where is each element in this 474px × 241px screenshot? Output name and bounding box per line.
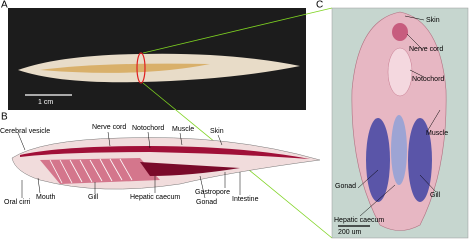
label: Gastropore xyxy=(195,189,230,196)
label: Notochord xyxy=(132,125,164,132)
gill-region xyxy=(391,115,407,185)
leader-lines xyxy=(357,15,441,217)
gill-bars xyxy=(49,158,133,184)
nerve-cord xyxy=(392,23,408,41)
label: Gill xyxy=(88,194,99,201)
label: Muscle xyxy=(172,126,194,133)
label: Notochord xyxy=(412,76,444,83)
label: Nerve cord xyxy=(409,46,443,53)
notochord xyxy=(387,47,413,97)
gut xyxy=(140,162,240,176)
label: Hepatic caecum xyxy=(130,194,180,201)
gonads xyxy=(40,63,210,73)
gonad-left xyxy=(366,118,390,202)
label: Skin xyxy=(426,17,440,24)
zoom-line xyxy=(142,7,333,54)
label: Mouth xyxy=(36,194,56,201)
label: Skin xyxy=(210,128,224,135)
label: Hepatic caecum xyxy=(334,217,384,224)
panel-label: C xyxy=(316,0,323,11)
scale-label: 200 um xyxy=(338,229,362,236)
scale-label: 1 cm xyxy=(38,99,53,106)
label: Cerebral vesicle xyxy=(0,128,50,135)
label: Gill xyxy=(430,192,441,199)
label: Oral cirri xyxy=(4,199,31,206)
pharynx xyxy=(40,158,160,184)
section-marker xyxy=(136,52,146,84)
gonad-right xyxy=(408,118,432,202)
panel-label: B xyxy=(1,112,8,123)
leader-lines xyxy=(17,131,241,199)
label: Muscle xyxy=(426,130,448,137)
label: Gonad xyxy=(335,183,356,190)
notochord xyxy=(20,146,310,159)
panel-label: A xyxy=(1,0,8,11)
label: Nerve cord xyxy=(92,124,126,131)
label: Gonad xyxy=(196,199,217,206)
label: Intestine xyxy=(232,196,259,203)
